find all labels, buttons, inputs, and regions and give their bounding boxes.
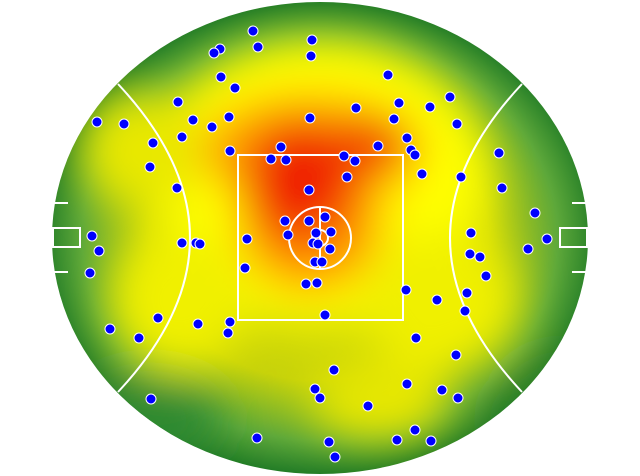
point [329, 451, 341, 463]
point [452, 392, 464, 404]
point [480, 270, 492, 282]
point [409, 149, 421, 161]
point [410, 332, 422, 344]
point [338, 150, 350, 162]
point [303, 215, 315, 227]
point [265, 153, 277, 165]
point [382, 69, 394, 81]
point [309, 383, 321, 395]
point [93, 245, 105, 257]
point [305, 50, 317, 62]
point [350, 102, 362, 114]
point [310, 227, 322, 239]
point [176, 237, 188, 249]
point [145, 393, 157, 405]
point [279, 215, 291, 227]
point [522, 243, 534, 255]
point [496, 182, 508, 194]
point [104, 323, 116, 335]
point [323, 436, 335, 448]
point [401, 132, 413, 144]
point [306, 34, 318, 46]
point [304, 112, 316, 124]
point [312, 238, 324, 250]
point [444, 91, 456, 103]
point [328, 364, 340, 376]
point [223, 111, 235, 123]
point [187, 114, 199, 126]
point [324, 243, 336, 255]
point [393, 97, 405, 109]
point [409, 424, 421, 436]
point [252, 41, 264, 53]
point [401, 378, 413, 390]
point [450, 349, 462, 361]
point [341, 171, 353, 183]
point [147, 137, 159, 149]
point [224, 316, 236, 328]
heatmap [52, 2, 588, 474]
point [215, 71, 227, 83]
point [152, 312, 164, 324]
point [300, 278, 312, 290]
point [206, 121, 218, 133]
point [541, 233, 553, 245]
point [319, 211, 331, 223]
point [314, 392, 326, 404]
point [459, 305, 471, 317]
point [144, 161, 156, 173]
point [388, 113, 400, 125]
point [464, 248, 476, 260]
point [224, 145, 236, 157]
field-lines [52, 83, 588, 393]
point [282, 229, 294, 241]
point [303, 184, 315, 196]
point [455, 171, 467, 183]
point [91, 116, 103, 128]
point [416, 168, 428, 180]
point [208, 47, 220, 59]
point [461, 287, 473, 299]
point [251, 432, 263, 444]
point [431, 294, 443, 306]
point [192, 318, 204, 330]
point [239, 262, 251, 274]
point [172, 96, 184, 108]
point [275, 141, 287, 153]
point [493, 147, 505, 159]
point [84, 267, 96, 279]
point [241, 233, 253, 245]
point [372, 140, 384, 152]
point [436, 384, 448, 396]
point [319, 309, 331, 321]
point [171, 182, 183, 194]
point [118, 118, 130, 130]
point [474, 251, 486, 263]
point [451, 118, 463, 130]
point [280, 154, 292, 166]
point [465, 227, 477, 239]
point [316, 256, 328, 268]
point [425, 435, 437, 447]
point [400, 284, 412, 296]
point [222, 327, 234, 339]
point [86, 230, 98, 242]
point [325, 226, 337, 238]
point [229, 82, 241, 94]
point [391, 434, 403, 446]
point [362, 400, 374, 412]
point [247, 25, 259, 37]
point [529, 207, 541, 219]
point [176, 131, 188, 143]
point [424, 101, 436, 113]
point [311, 277, 323, 289]
point [133, 332, 145, 344]
point [194, 238, 206, 250]
point [349, 155, 361, 167]
